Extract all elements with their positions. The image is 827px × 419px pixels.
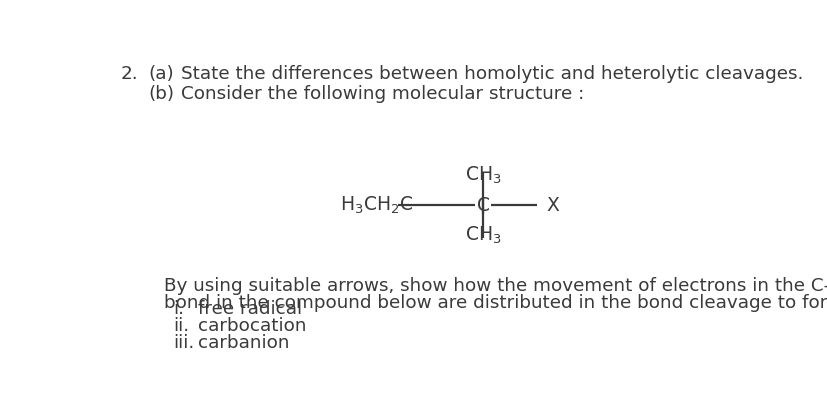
Text: C: C xyxy=(476,196,489,215)
Text: Consider the following molecular structure :: Consider the following molecular structu… xyxy=(181,85,584,103)
Text: ii.: ii. xyxy=(173,317,189,335)
Text: H$_3$CH$_2$C: H$_3$CH$_2$C xyxy=(339,194,413,216)
Text: free radical: free radical xyxy=(198,300,302,318)
Text: CH$_3$: CH$_3$ xyxy=(465,225,501,246)
Text: State the differences between homolytic and heterolytic cleavages.: State the differences between homolytic … xyxy=(181,65,802,83)
Text: bond in the compound below are distributed in the bond cleavage to form :: bond in the compound below are distribut… xyxy=(164,294,827,312)
Text: By using suitable arrows, show how the movement of electrons in the C-X: By using suitable arrows, show how the m… xyxy=(164,277,827,295)
Text: CH$_3$: CH$_3$ xyxy=(465,165,501,186)
Text: (a): (a) xyxy=(148,65,174,83)
Text: carbocation: carbocation xyxy=(198,317,306,335)
Text: i.: i. xyxy=(173,300,184,318)
Text: 2.: 2. xyxy=(121,65,138,83)
Text: carbanion: carbanion xyxy=(198,334,289,352)
Text: (b): (b) xyxy=(148,85,174,103)
Text: X: X xyxy=(546,196,559,215)
Text: iii.: iii. xyxy=(173,334,194,352)
